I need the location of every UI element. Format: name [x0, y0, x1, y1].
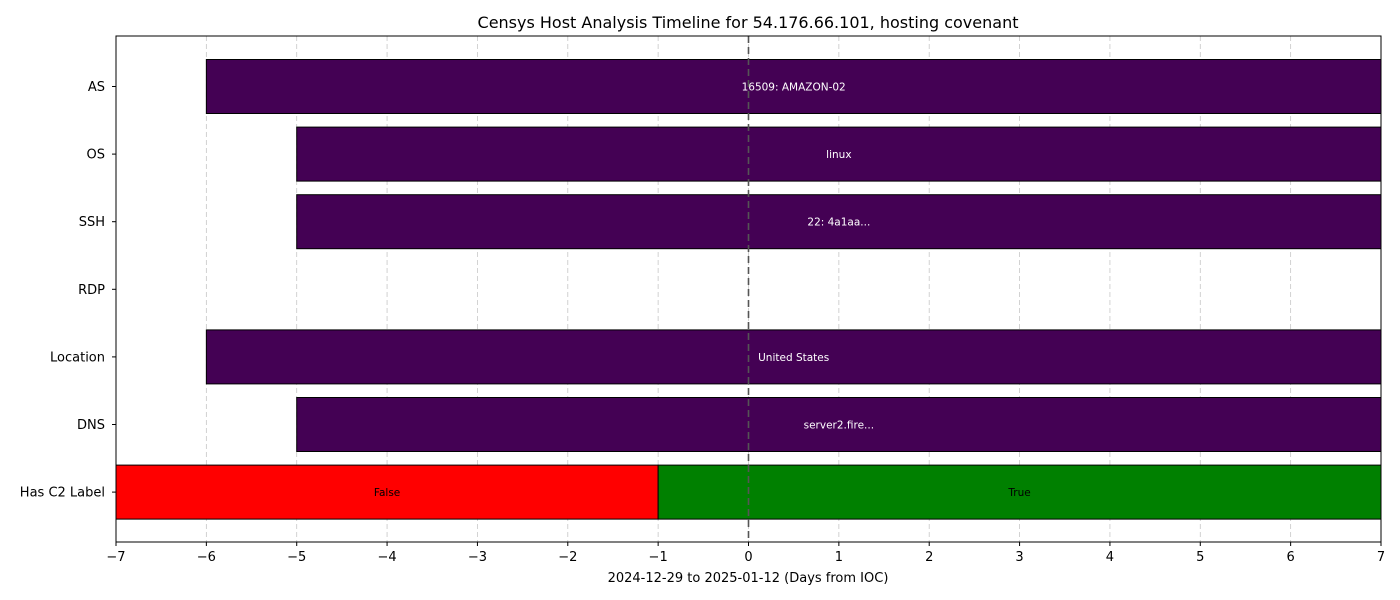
timeline-bar	[115, 464, 659, 520]
x-tick-label: 6	[1287, 550, 1295, 565]
x-tick-label: −4	[377, 550, 396, 565]
x-tick-label: 1	[835, 550, 843, 565]
chart-title: Censys Host Analysis Timeline for 54.176…	[478, 13, 1019, 32]
x-tick-label: −3	[468, 550, 487, 565]
x-tick-label: 5	[1196, 550, 1204, 565]
x-tick-label: 7	[1377, 550, 1385, 565]
x-tick-label: −7	[106, 550, 125, 565]
y-tick-label: SSH	[79, 215, 105, 230]
x-axis-label: 2024-12-29 to 2025-01-12 (Days from IOC)	[608, 571, 889, 586]
bar-label: False	[374, 487, 400, 499]
bar-label: True	[1007, 487, 1030, 499]
bar-label: server2.fire...	[804, 420, 874, 432]
y-tick-label: Location	[50, 350, 105, 365]
timeline-bar	[296, 126, 1382, 182]
x-tick-label: −5	[287, 550, 306, 565]
y-axis: AS OS SSH RDP Location DNS Has C2 Label	[20, 80, 116, 501]
y-tick-label: RDP	[78, 283, 105, 298]
x-tick-label: 4	[1106, 550, 1114, 565]
x-tick-label: 3	[1015, 550, 1023, 565]
bar-label: 16509: AMAZON-02	[742, 82, 846, 94]
y-tick-label: DNS	[77, 418, 105, 433]
timeline-bar	[657, 464, 1382, 520]
bars-layer: 16509: AMAZON-02 linux 22: 4a1aa... United …	[115, 59, 1382, 520]
x-tick-label: −2	[558, 550, 577, 565]
x-tick-label: 2	[925, 550, 933, 565]
x-axis: −7 −6 −5 −4 −3 −2 −1 0 1 2 3 4 5 6 7	[106, 542, 1385, 565]
timeline-bar	[205, 329, 1382, 385]
bar-label: 22: 4a1aa...	[807, 217, 870, 229]
y-tick-label: OS	[87, 148, 105, 163]
bar-label: United States	[758, 352, 829, 364]
x-tick-label: 0	[744, 550, 752, 565]
x-tick-label: −6	[197, 550, 216, 565]
y-tick-label: AS	[88, 80, 105, 95]
timeline-bar	[296, 397, 1382, 452]
x-tick-label: −1	[649, 550, 668, 565]
bar-label: linux	[826, 149, 851, 161]
timeline-bar	[296, 194, 1382, 250]
y-tick-label: Has C2 Label	[20, 486, 105, 501]
